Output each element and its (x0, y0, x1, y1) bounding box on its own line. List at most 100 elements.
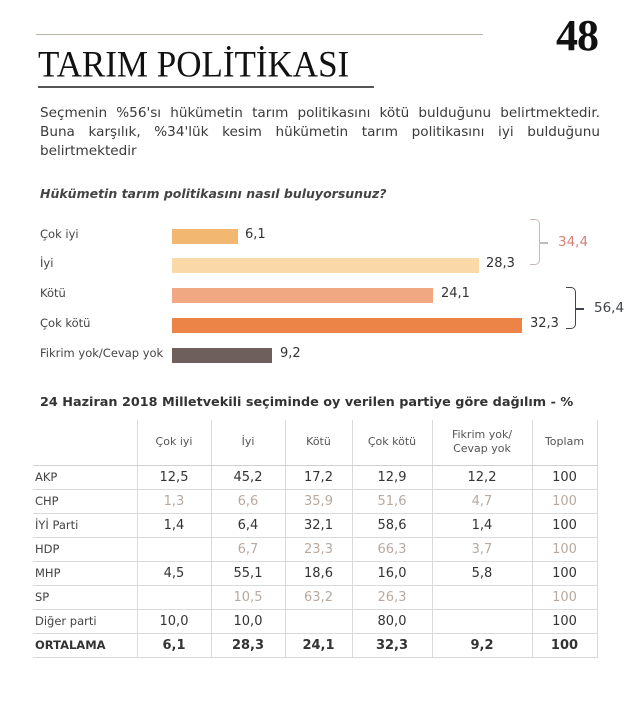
intro-paragraph: Seçmenin %56'sı hükümetin tarım politika… (40, 105, 600, 159)
party-name: SP (33, 585, 137, 610)
cell: 100 (531, 537, 598, 562)
cell: 32,1 (284, 513, 352, 538)
cell (284, 609, 352, 634)
cell: 16,0 (351, 561, 432, 586)
title-underline (38, 86, 374, 88)
cell: 1,3 (136, 489, 211, 514)
cell: 6,4 (210, 513, 285, 538)
bar-label: Çok kötü (40, 316, 91, 330)
column-header: Çok iyi (136, 420, 211, 466)
table-row: SP 10,5 63,2 26,3 100 (33, 585, 598, 610)
cell: 1,4 (136, 513, 211, 538)
cell: 10,0 (136, 609, 211, 634)
bar (172, 348, 272, 363)
cell: 63,2 (284, 585, 352, 610)
cell: 23,3 (284, 537, 352, 562)
column-header: Toplam (531, 420, 598, 466)
bad-total-label: 56,4 (594, 300, 625, 316)
cell: 26,3 (351, 585, 432, 610)
party-name: Diğer parti (33, 609, 137, 634)
cell: 12,5 (136, 465, 211, 490)
cell: 100 (531, 609, 598, 634)
party-name: CHP (33, 489, 137, 514)
distribution-table: Çok iyi İyi Kötü Çok kötü Fikrim yok/ Ce… (33, 420, 598, 658)
table-row: Diğer parti 10,0 10,0 80,0 100 (33, 609, 598, 634)
cell: 17,2 (284, 465, 352, 490)
bar-row-cok-iyi: Çok iyi 6,1 (0, 225, 640, 245)
cell: 5,8 (431, 561, 532, 586)
bar-row-fikrim-yok: Fikrim yok/Cevap yok 9,2 (0, 344, 640, 364)
good-total-label: 34,4 (558, 234, 589, 250)
column-header (33, 420, 137, 466)
bar-value: 6,1 (245, 227, 266, 242)
cell: 3,7 (431, 537, 532, 562)
cell: 6,6 (210, 489, 285, 514)
table-header-row: Çok iyi İyi Kötü Çok kötü Fikrim yok/ Ce… (33, 420, 598, 466)
party-name: HDP (33, 537, 137, 562)
cell: 55,1 (210, 561, 285, 586)
table-row: AKP 12,5 45,2 17,2 12,9 12,2 100 (33, 465, 598, 490)
bar-value: 9,2 (280, 346, 301, 361)
bar-label: Kötü (40, 286, 66, 300)
bar (172, 318, 522, 333)
bar-row-cok-kotu: Çok kötü 32,3 (0, 314, 640, 334)
table-title: 24 Haziran 2018 Milletvekili seçiminde o… (40, 395, 574, 410)
cell (136, 585, 211, 610)
table-row: MHP 4,5 55,1 18,6 16,0 5,8 100 (33, 561, 598, 586)
cell: 100 (531, 489, 598, 514)
column-header: Kötü (284, 420, 352, 466)
cell: 1,4 (431, 513, 532, 538)
column-header: Fikrim yok/ Cevap yok (431, 420, 532, 466)
cell: 51,6 (351, 489, 432, 514)
cell: 12,9 (351, 465, 432, 490)
bar-value: 32,3 (530, 316, 559, 331)
cell: 45,2 (210, 465, 285, 490)
bracket-good (530, 219, 540, 265)
bar-row-iyi: İyi 28,3 (0, 254, 640, 274)
cell: 100 (531, 633, 598, 658)
bracket-tick (540, 242, 548, 244)
cell: 12,2 (431, 465, 532, 490)
bar-label: Fikrim yok/Cevap yok (40, 346, 164, 360)
cell: 4,5 (136, 561, 211, 586)
cell: 9,2 (431, 633, 532, 658)
cell: 32,3 (351, 633, 432, 658)
bar (172, 229, 238, 244)
cell: 24,1 (284, 633, 352, 658)
cell: 6,7 (210, 537, 285, 562)
chart-question: Hükümetin tarım politikasını nasıl buluy… (40, 186, 387, 201)
cell: 100 (531, 561, 598, 586)
cell: 100 (531, 465, 598, 490)
cell: 10,5 (210, 585, 285, 610)
table-row: CHP 1,3 6,6 35,9 51,6 4,7 100 (33, 489, 598, 514)
party-name: MHP (33, 561, 137, 586)
bar-value: 24,1 (441, 286, 470, 301)
bar-label: İyi (40, 256, 54, 270)
cell: 66,3 (351, 537, 432, 562)
column-header: İyi (210, 420, 285, 466)
party-name: İYİ Parti (33, 513, 137, 538)
cell: 58,6 (351, 513, 432, 538)
table-row: HDP 6,7 23,3 66,3 3,7 100 (33, 537, 598, 562)
table-row-average: ORTALAMA 6,1 28,3 24,1 32,3 9,2 100 (33, 633, 598, 658)
bar (172, 288, 433, 303)
cell: 4,7 (431, 489, 532, 514)
party-name: ORTALAMA (33, 633, 137, 658)
bracket-tick (576, 308, 584, 310)
page-title: TARIM POLİTİKASI (38, 44, 350, 85)
table-row: İYİ Parti 1,4 6,4 32,1 58,6 1,4 100 (33, 513, 598, 538)
cell: 10,0 (210, 609, 285, 634)
cell: 80,0 (351, 609, 432, 634)
cell (431, 585, 532, 610)
top-rule (36, 34, 483, 35)
party-name: AKP (33, 465, 137, 490)
cell: 28,3 (210, 633, 285, 658)
page-number: 48 (556, 11, 599, 60)
bar-value: 28,3 (486, 256, 515, 271)
bracket-bad (566, 287, 576, 329)
cell: 100 (531, 513, 598, 538)
bar (172, 258, 479, 273)
cell: 35,9 (284, 489, 352, 514)
cell (431, 609, 532, 634)
bar-row-kotu: Kötü 24,1 (0, 284, 640, 304)
